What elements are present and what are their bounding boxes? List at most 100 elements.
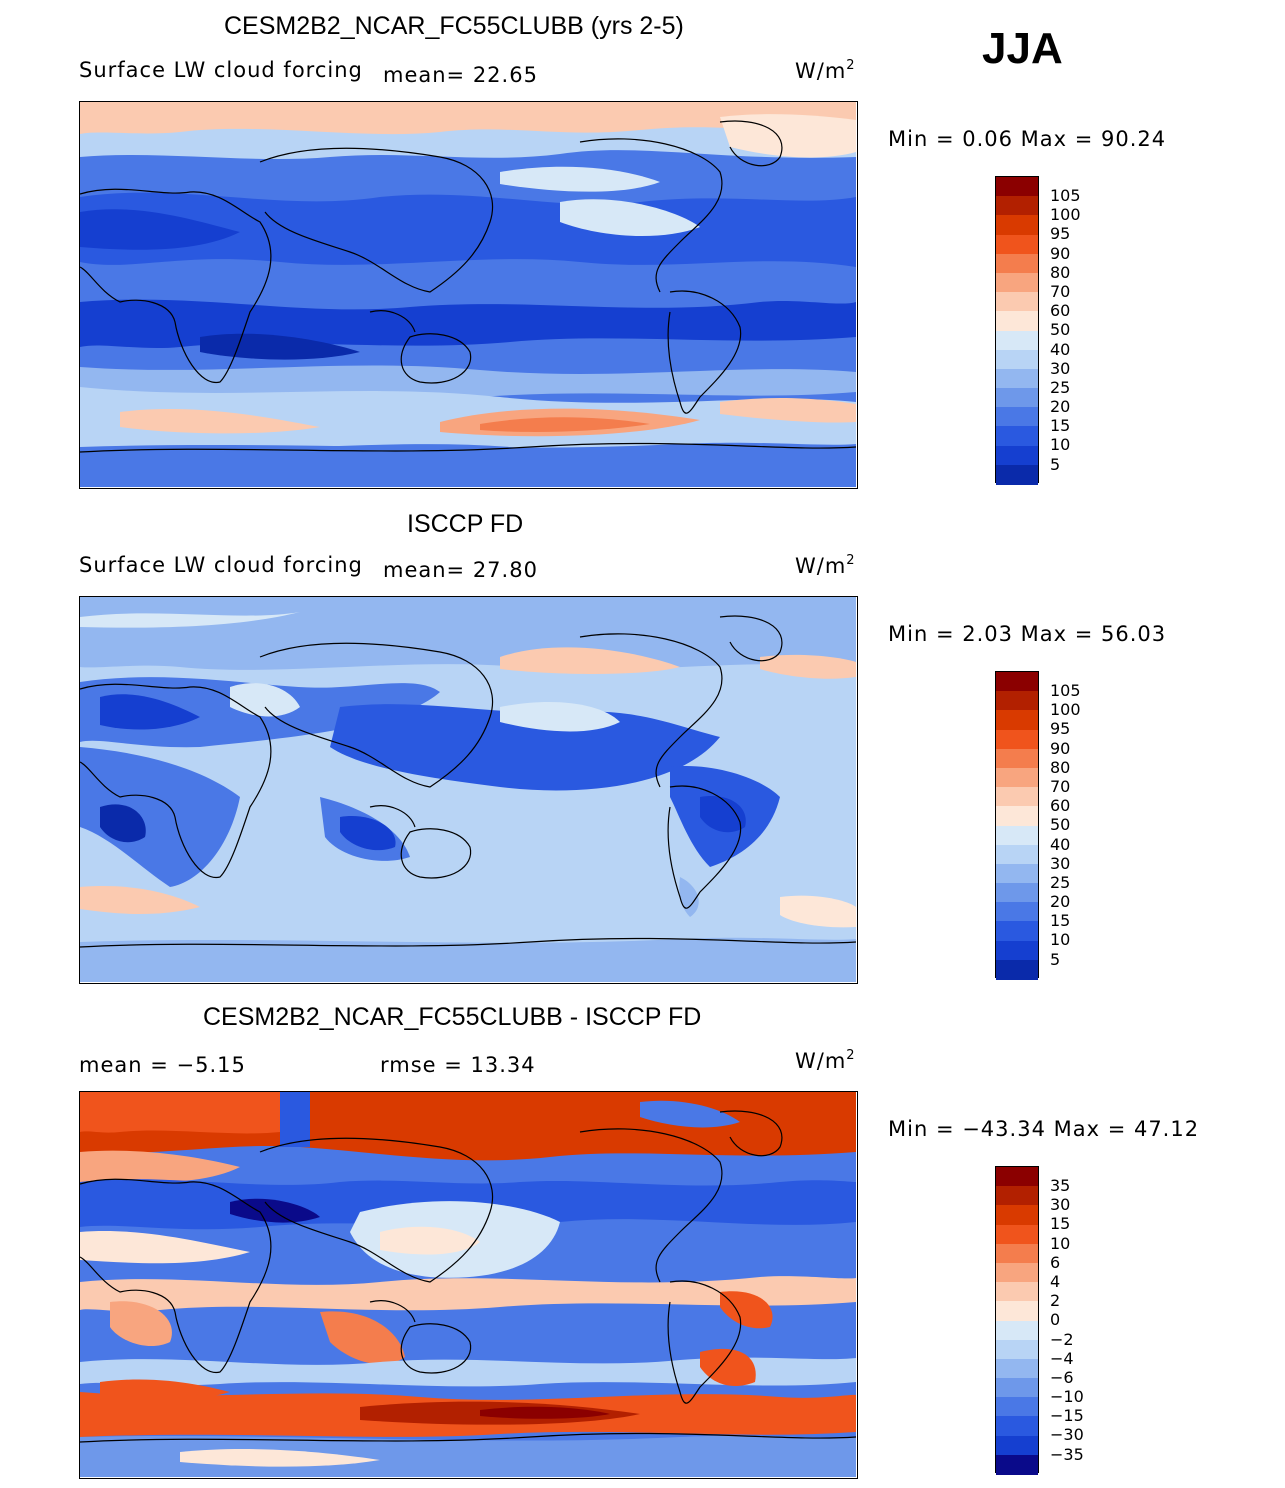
panel-1-colorbar	[995, 176, 1039, 485]
colorbar-swatch	[996, 921, 1038, 942]
panel-3-units-sup: 2	[846, 1048, 856, 1063]
panel-2-map	[79, 596, 858, 984]
panel-3-rmse: rmse = 13.34	[380, 1053, 536, 1077]
colorbar-swatch	[996, 1454, 1038, 1475]
colorbar-level-label: 4	[1050, 1271, 1061, 1291]
colorbar-swatch	[996, 1397, 1038, 1418]
colorbar-level-label: 100	[1050, 700, 1081, 720]
colorbar-swatch	[996, 748, 1038, 769]
colorbar-level-label: 30	[1050, 853, 1071, 873]
panel-1-units-base: W/m	[795, 59, 847, 83]
panel-3-map	[79, 1091, 858, 1479]
colorbar-swatch	[996, 844, 1038, 865]
colorbar-swatch	[996, 311, 1038, 332]
colorbar-level-label: −35	[1050, 1444, 1084, 1464]
colorbar-swatch	[996, 1416, 1038, 1437]
panel-1-units: W/m2	[795, 58, 856, 83]
panel-2-colorbar	[995, 671, 1039, 980]
colorbar-level-label: −30	[1050, 1425, 1084, 1445]
colorbar-swatch	[996, 1435, 1038, 1456]
colorbar-swatch	[996, 1378, 1038, 1399]
colorbar-level-label: 6	[1050, 1252, 1061, 1272]
colorbar-swatch	[996, 445, 1038, 466]
colorbar-swatch	[996, 1243, 1038, 1264]
colorbar-level-label: 50	[1050, 815, 1071, 835]
colorbar-level-label: 50	[1050, 320, 1071, 340]
colorbar-level-label: 70	[1050, 776, 1071, 796]
colorbar-swatch	[996, 330, 1038, 351]
colorbar-swatch	[996, 729, 1038, 750]
colorbar-level-label: 80	[1050, 262, 1071, 282]
colorbar-level-label: 60	[1050, 301, 1071, 321]
panel-1-minmax: Min = 0.06 Max = 90.24	[888, 127, 1167, 151]
colorbar-level-label: 80	[1050, 757, 1071, 777]
colorbar-swatch	[996, 863, 1038, 884]
colorbar-swatch	[996, 691, 1038, 712]
colorbar-level-label: 105	[1050, 681, 1081, 700]
colorbar-level-label: 5	[1050, 949, 1061, 969]
colorbar-level-label: 105	[1050, 186, 1081, 205]
panel-1-mean: mean= 22.65	[383, 63, 538, 87]
colorbar-swatch	[996, 1282, 1038, 1303]
panel-1-units-sup: 2	[846, 58, 856, 73]
colorbar-level-label: −4	[1050, 1348, 1074, 1368]
colorbar-swatch	[996, 1205, 1038, 1226]
colorbar-swatch	[996, 672, 1038, 692]
colorbar-swatch	[996, 940, 1038, 961]
colorbar-level-label: −2	[1050, 1329, 1074, 1349]
colorbar-level-label: 60	[1050, 796, 1071, 816]
panel-2-variable: Surface LW cloud forcing	[79, 553, 363, 577]
panel-2-title: ISCCP FD	[407, 510, 524, 538]
colorbar-level-label: 35	[1050, 1176, 1071, 1195]
colorbar-swatch	[996, 1320, 1038, 1341]
colorbar-swatch	[996, 1224, 1038, 1245]
colorbar-level-label: 10	[1050, 1233, 1071, 1253]
panel-1-variable: Surface LW cloud forcing	[79, 58, 363, 82]
colorbar-level-label: 2	[1050, 1291, 1061, 1311]
colorbar-level-label: 5	[1050, 454, 1061, 474]
colorbar-swatch	[996, 388, 1038, 409]
panel-3-mean: mean = −5.15	[79, 1053, 246, 1077]
colorbar-swatch	[996, 253, 1038, 274]
colorbar-swatch	[996, 177, 1038, 197]
colorbar-level-label: 10	[1050, 930, 1071, 950]
colorbar-swatch	[996, 292, 1038, 313]
panel-2-mean: mean= 27.80	[383, 558, 538, 582]
panel-3-minmax: Min = −43.34 Max = 47.12	[888, 1117, 1200, 1141]
colorbar-level-label: 20	[1050, 397, 1071, 417]
season-label: JJA	[982, 24, 1063, 73]
colorbar-swatch	[996, 806, 1038, 827]
colorbar-swatch	[996, 426, 1038, 447]
colorbar-swatch	[996, 1301, 1038, 1322]
colorbar-swatch	[996, 959, 1038, 980]
colorbar-level-label: 30	[1050, 1195, 1071, 1215]
colorbar-level-label: 15	[1050, 911, 1071, 931]
colorbar-swatch	[996, 787, 1038, 808]
panel-2-units: W/m2	[795, 553, 856, 578]
panel-1-map	[79, 101, 858, 489]
colorbar-swatch	[996, 234, 1038, 255]
colorbar-level-label: 20	[1050, 892, 1071, 912]
colorbar-level-label: 90	[1050, 738, 1071, 758]
colorbar-level-label: 70	[1050, 281, 1071, 301]
panel-3-units-base: W/m	[795, 1049, 847, 1073]
colorbar-swatch	[996, 825, 1038, 846]
colorbar-swatch	[996, 1358, 1038, 1379]
colorbar-level-label: 100	[1050, 205, 1081, 225]
colorbar-swatch	[996, 1167, 1038, 1187]
colorbar-swatch	[996, 1186, 1038, 1207]
colorbar-swatch	[996, 272, 1038, 293]
colorbar-swatch	[996, 1262, 1038, 1283]
colorbar-level-label: 0	[1050, 1310, 1061, 1330]
panel-2-units-base: W/m	[795, 554, 847, 578]
colorbar-level-label: 95	[1050, 224, 1071, 244]
colorbar-level-label: 15	[1050, 1214, 1071, 1234]
panel-3-title: CESM2B2_NCAR_FC55CLUBB - ISCCP FD	[203, 1003, 702, 1031]
colorbar-swatch	[996, 1339, 1038, 1360]
colorbar-level-label: 40	[1050, 339, 1071, 359]
colorbar-level-label: −15	[1050, 1406, 1084, 1426]
colorbar-swatch	[996, 767, 1038, 788]
colorbar-swatch	[996, 215, 1038, 236]
colorbar-level-label: 25	[1050, 872, 1071, 892]
colorbar-swatch	[996, 464, 1038, 485]
